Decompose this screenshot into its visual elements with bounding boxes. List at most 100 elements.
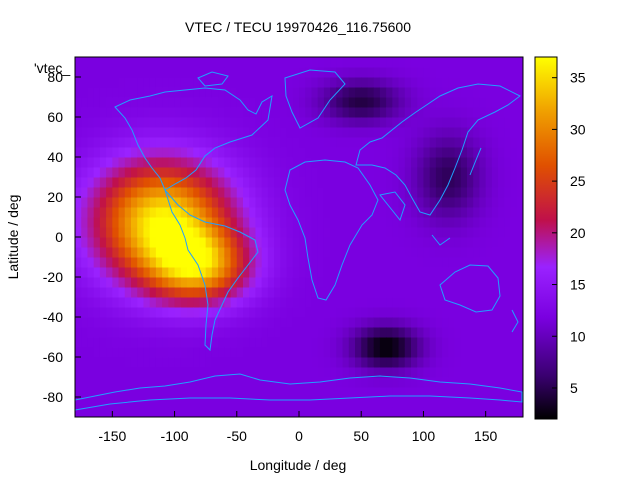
heatmap-cell (479, 207, 487, 218)
heatmap-cell (330, 177, 337, 188)
heatmap-cell (361, 307, 368, 318)
heatmap-cell (155, 387, 163, 398)
heatmap-cell (118, 247, 126, 258)
heatmap-cell (392, 227, 400, 238)
heatmap-cell (398, 187, 406, 198)
heatmap-cell (498, 227, 505, 238)
heatmap-cell (211, 157, 219, 168)
heatmap-cell (311, 187, 319, 198)
heatmap-cell (467, 127, 474, 138)
heatmap-cell (491, 297, 499, 308)
heatmap-cell (423, 127, 431, 138)
heatmap-cell (267, 327, 275, 338)
heatmap-cell (510, 187, 518, 198)
heatmap-cell (404, 327, 412, 338)
heatmap-cell (255, 67, 263, 78)
heatmap-cell (106, 297, 113, 308)
heatmap-cell (205, 197, 213, 208)
heatmap-cell (155, 67, 163, 78)
heatmap-cell (373, 237, 381, 248)
heatmap-cell (473, 357, 480, 368)
heatmap-cell (411, 157, 418, 168)
heatmap-cell (479, 317, 487, 328)
heatmap-cell (491, 387, 499, 398)
heatmap-cell (75, 407, 82, 418)
heatmap-cell (504, 87, 512, 98)
heatmap-cell (168, 357, 176, 368)
heatmap-cell (299, 107, 306, 118)
heatmap-cell (87, 157, 95, 168)
heatmap-cell (379, 287, 387, 298)
heatmap-cell (435, 57, 443, 68)
heatmap-cell (218, 77, 225, 88)
heatmap-cell (118, 407, 126, 418)
heatmap-cell (162, 57, 169, 68)
heatmap-cell (323, 237, 331, 248)
heatmap-cell (323, 147, 331, 158)
heatmap-cell (299, 377, 306, 388)
heatmap-cell (460, 57, 468, 68)
heatmap-cell (355, 57, 362, 68)
heatmap-cell (236, 257, 244, 268)
heatmap-cell (348, 257, 356, 268)
heatmap-cell (261, 337, 269, 348)
heatmap-cell (404, 387, 412, 398)
heatmap-cell (155, 267, 163, 278)
heatmap-cell (199, 337, 207, 348)
heatmap-cell (516, 347, 524, 358)
heatmap-cell (230, 97, 238, 108)
heatmap-cell (429, 337, 437, 348)
heatmap-cell (118, 177, 126, 188)
heatmap-cell (205, 87, 213, 98)
heatmap-cell (261, 247, 269, 258)
heatmap-cell (323, 357, 331, 368)
heatmap-cell (292, 107, 300, 118)
heatmap-cell (330, 397, 337, 408)
heatmap-cell (168, 117, 176, 128)
heatmap-cell (155, 367, 163, 378)
heatmap-cell (467, 387, 474, 398)
heatmap-cell (193, 97, 200, 108)
legend-key-label: 'vtec_ (34, 60, 70, 76)
heatmap-cell (305, 137, 312, 148)
heatmap-cell (467, 57, 474, 68)
heatmap-cell (379, 87, 387, 98)
heatmap-cell (218, 107, 225, 118)
heatmap-cell (498, 397, 505, 408)
heatmap-cell (479, 367, 487, 378)
heatmap-cell (467, 337, 474, 348)
heatmap-cell (429, 67, 437, 78)
heatmap-cell (311, 197, 319, 208)
heatmap-cell (348, 177, 356, 188)
heatmap-cell (131, 187, 138, 198)
heatmap-cell (236, 357, 244, 368)
heatmap-cell (323, 407, 331, 418)
heatmap-cell (118, 87, 126, 98)
heatmap-cell (224, 397, 232, 408)
heatmap-cell (199, 297, 207, 308)
heatmap-cell (367, 387, 375, 398)
heatmap-cell (99, 237, 107, 248)
heatmap-cell (317, 247, 325, 258)
heatmap-cell (398, 327, 406, 338)
heatmap-cell (323, 287, 331, 298)
heatmap-cell (398, 307, 406, 318)
heatmap-cell (224, 167, 232, 178)
heatmap-cell (280, 367, 288, 378)
heatmap-cell (187, 207, 194, 218)
heatmap-cell (348, 217, 356, 228)
heatmap-cell (174, 397, 182, 408)
heatmap-cell (398, 127, 406, 138)
heatmap-cell (193, 167, 200, 178)
heatmap-cell (299, 247, 306, 258)
heatmap-cell (348, 337, 356, 348)
heatmap-cell (267, 357, 275, 368)
heatmap-cell (118, 157, 126, 168)
heatmap-cell (124, 207, 132, 218)
heatmap-cell (99, 247, 107, 258)
heatmap-cell (155, 407, 163, 418)
heatmap-cell (180, 57, 188, 68)
heatmap-cell (112, 97, 120, 108)
heatmap-cell (112, 127, 120, 138)
heatmap-cell (249, 207, 256, 218)
